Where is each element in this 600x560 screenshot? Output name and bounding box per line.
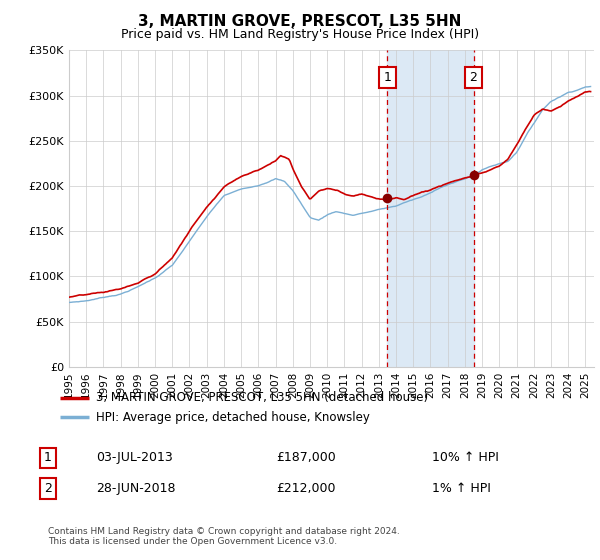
Text: HPI: Average price, detached house, Knowsley: HPI: Average price, detached house, Know… bbox=[96, 410, 370, 423]
Text: 2: 2 bbox=[44, 482, 52, 495]
Text: 10% ↑ HPI: 10% ↑ HPI bbox=[432, 451, 499, 464]
Text: 03-JUL-2013: 03-JUL-2013 bbox=[96, 451, 173, 464]
Text: 2: 2 bbox=[470, 71, 478, 84]
Bar bbox=[388, 50, 473, 367]
Text: 1: 1 bbox=[44, 451, 52, 464]
Text: £187,000: £187,000 bbox=[276, 451, 336, 464]
Text: 3, MARTIN GROVE, PRESCOT, L35 5HN: 3, MARTIN GROVE, PRESCOT, L35 5HN bbox=[139, 14, 461, 29]
Text: Price paid vs. HM Land Registry's House Price Index (HPI): Price paid vs. HM Land Registry's House … bbox=[121, 28, 479, 41]
Text: 28-JUN-2018: 28-JUN-2018 bbox=[96, 482, 176, 495]
Text: 1% ↑ HPI: 1% ↑ HPI bbox=[432, 482, 491, 495]
Text: 1: 1 bbox=[383, 71, 391, 84]
Text: 3, MARTIN GROVE, PRESCOT, L35 5HN (detached house): 3, MARTIN GROVE, PRESCOT, L35 5HN (detac… bbox=[96, 391, 428, 404]
Text: £212,000: £212,000 bbox=[276, 482, 335, 495]
Text: Contains HM Land Registry data © Crown copyright and database right 2024.
This d: Contains HM Land Registry data © Crown c… bbox=[48, 526, 400, 546]
